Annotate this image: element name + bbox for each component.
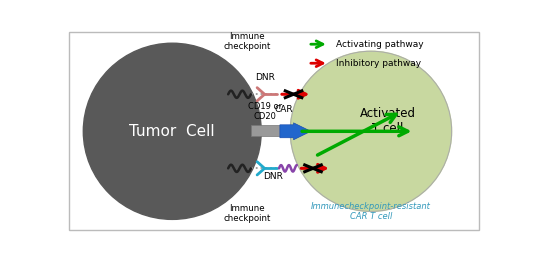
Ellipse shape	[290, 51, 452, 211]
Text: Immune
checkpoint: Immune checkpoint	[223, 204, 270, 223]
FancyArrow shape	[280, 123, 311, 140]
Text: Tumor  Cell: Tumor Cell	[129, 124, 215, 139]
Text: DNR: DNR	[255, 73, 274, 82]
Ellipse shape	[83, 43, 261, 219]
Text: Inhibitory pathway: Inhibitory pathway	[336, 59, 421, 68]
Text: CD19 or
CD20: CD19 or CD20	[248, 102, 282, 121]
Bar	[251, 125, 280, 136]
FancyBboxPatch shape	[69, 32, 478, 230]
Text: CAR: CAR	[274, 105, 293, 114]
Text: Immune
checkpoint: Immune checkpoint	[223, 32, 270, 51]
Text: Activating pathway: Activating pathway	[336, 40, 423, 49]
Text: DNR: DNR	[263, 172, 283, 181]
Text: Activated
T cell: Activated T cell	[359, 107, 415, 135]
Text: Immunecheckpoint-resistant
CAR T cell: Immunecheckpoint-resistant CAR T cell	[311, 202, 431, 222]
